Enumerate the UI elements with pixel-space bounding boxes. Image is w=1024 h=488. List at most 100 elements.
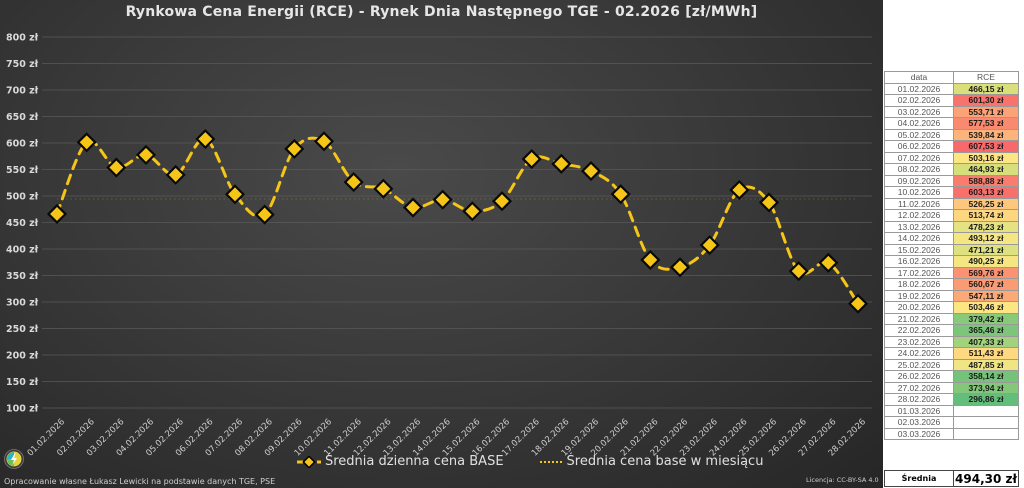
date-cell: 01.03.2026	[884, 404, 954, 417]
date-cell: 02.02.2026	[884, 94, 954, 107]
line-chart: 800 zł 750 zł 700 zł 650 zł 600 zł 550 zł 500 …	[6, 33, 872, 459]
price-cell: 373,94 zł	[953, 381, 1019, 394]
table-row: 19.02.2026 547,11 zł	[884, 289, 1019, 302]
price-cell: 503,46 zł	[953, 301, 1019, 314]
data-point-marker	[521, 148, 542, 170]
table-row: 15.02.2026 471,21 zł	[884, 243, 1019, 256]
table-row: 20.02.2026 503,46 zł	[884, 301, 1019, 314]
date-cell: 14.02.2026	[884, 232, 954, 245]
license-note: Licencja: CC-BY-SA 4.0	[806, 476, 879, 484]
date-cell: 03.02.2026	[884, 105, 954, 118]
date-cell: 23.02.2026	[884, 335, 954, 348]
y-axis-labels: 800 zł 750 zł 700 zł 650 zł 600 zł 550 zł 500 …	[6, 33, 39, 415]
gridlines	[42, 36, 872, 409]
data-point-marker	[254, 204, 275, 225]
table-row: 07.02.2026 503,16 zł	[884, 151, 1019, 164]
y-tick-label: 150 zł	[6, 377, 39, 388]
table-body: 01.02.2026 466,15 zł 02.02.2026 601,30 zł 03…	[884, 82, 1019, 440]
data-point-marker	[195, 128, 216, 150]
price-cell: 511,43 zł	[953, 347, 1019, 360]
price-cell: 490,25 zł	[953, 255, 1019, 268]
date-cell: 04.02.2026	[884, 117, 954, 130]
price-cell: 603,13 zł	[953, 186, 1019, 199]
data-point-marker	[669, 257, 691, 278]
data-point-marker	[491, 191, 513, 212]
date-cell: 02.03.2026	[884, 416, 954, 429]
table-row: 17.02.2026 569,76 zł	[884, 266, 1019, 279]
data-point-marker	[106, 157, 127, 178]
source-credit: Opracowanie własne Łukasz Lewicki na pod…	[4, 477, 276, 486]
price-cell: 487,85 zł	[953, 358, 1019, 371]
price-cell: 577,53 zł	[953, 117, 1019, 130]
table-row: 02.03.2026	[884, 416, 1019, 429]
data-point-marker	[610, 184, 631, 205]
table-row: 24.02.2026 511,43 zł	[884, 347, 1019, 360]
date-cell: 16.02.2026	[884, 255, 954, 268]
price-cell	[953, 427, 1019, 440]
table-row: 04.02.2026 577,53 zł	[884, 117, 1019, 130]
y-tick-label: 650 zł	[6, 112, 39, 123]
data-point-marker	[284, 138, 305, 159]
price-cell: 493,12 zł	[953, 232, 1019, 245]
price-cell: 560,67 zł	[953, 278, 1019, 291]
date-cell: 01.02.2026	[884, 82, 954, 95]
table-row: 12.02.2026 513,74 zł	[884, 209, 1019, 222]
date-cell: 17.02.2026	[884, 266, 954, 279]
lightning-logo-icon	[4, 449, 24, 469]
data-point-marker	[847, 293, 869, 314]
table-row: 03.02.2026 553,71 zł	[884, 105, 1019, 118]
table-row: 10.02.2026 603,13 zł	[884, 186, 1019, 199]
date-cell: 11.02.2026	[884, 197, 954, 210]
data-point-marker	[699, 235, 720, 256]
y-tick-label: 800 zł	[6, 33, 39, 44]
date-cell: 22.02.2026	[884, 324, 954, 337]
table-row: 13.02.2026 478,23 zł	[884, 220, 1019, 233]
daily-price-line	[55, 136, 860, 306]
legend-item-daily: Średnia dzienna cena BASE	[296, 454, 504, 469]
date-cell: 25.02.2026	[884, 358, 954, 371]
legend-label-daily: Średnia dzienna cena BASE	[325, 454, 504, 469]
price-cell	[953, 416, 1019, 429]
table-row: 23.02.2026 407,33 zł	[884, 335, 1019, 348]
table-row: 16.02.2026 490,25 zł	[884, 255, 1019, 268]
legend-label-monthly: Średnia cena base w miesiącu	[566, 454, 764, 469]
y-tick-label: 500 zł	[6, 192, 39, 203]
table-row: 08.02.2026 464,93 zł	[884, 163, 1019, 176]
column-header-rce: RCE	[953, 71, 1019, 84]
price-cell: 296,86 zł	[953, 393, 1019, 406]
y-tick-label: 550 zł	[6, 165, 39, 176]
data-point-marker	[551, 153, 572, 174]
date-cell: 20.02.2026	[884, 301, 954, 314]
chart-panel: Rynkowa Cena Energii (RCE) - Rynek Dnia …	[0, 0, 883, 488]
date-cell: 09.02.2026	[884, 174, 954, 187]
column-header-date: data	[884, 71, 954, 84]
table-row: 14.02.2026 493,12 zł	[884, 232, 1019, 245]
date-cell: 10.02.2026	[884, 186, 954, 199]
table-row: 05.02.2026 539,84 zł	[884, 128, 1019, 141]
price-cell: 464,93 zł	[953, 163, 1019, 176]
y-tick-label: 400 zł	[6, 245, 39, 256]
table-row: 26.02.2026 358,14 zł	[884, 370, 1019, 383]
y-tick-label: 200 zł	[6, 351, 39, 362]
table-row: 11.02.2026 526,25 zł	[884, 197, 1019, 210]
date-cell: 06.02.2026	[884, 140, 954, 153]
price-cell: 365,46 zł	[953, 324, 1019, 337]
date-cell: 07.02.2026	[884, 151, 954, 164]
price-cell: 466,15 zł	[953, 82, 1019, 95]
date-cell: 05.02.2026	[884, 128, 954, 141]
price-cell: 553,71 zł	[953, 105, 1019, 118]
y-tick-label: 450 zł	[6, 218, 39, 229]
date-cell: 27.02.2026	[884, 381, 954, 394]
date-cell: 13.02.2026	[884, 220, 954, 233]
data-point-marker	[758, 192, 780, 213]
price-cell: 607,53 zł	[953, 140, 1019, 153]
price-cell: 547,11 zł	[953, 289, 1019, 302]
chart-title: Rynkowa Cena Energii (RCE) - Rynek Dnia …	[125, 4, 758, 20]
price-cell: 601,30 zł	[953, 94, 1019, 107]
table-row: 27.02.2026 373,94 zł	[884, 381, 1019, 394]
dotted-line-icon	[539, 460, 562, 463]
price-cell: 526,25 zł	[953, 197, 1019, 210]
data-point-marker	[135, 144, 157, 165]
data-point-marker	[462, 201, 483, 222]
data-point-marker	[580, 160, 602, 182]
